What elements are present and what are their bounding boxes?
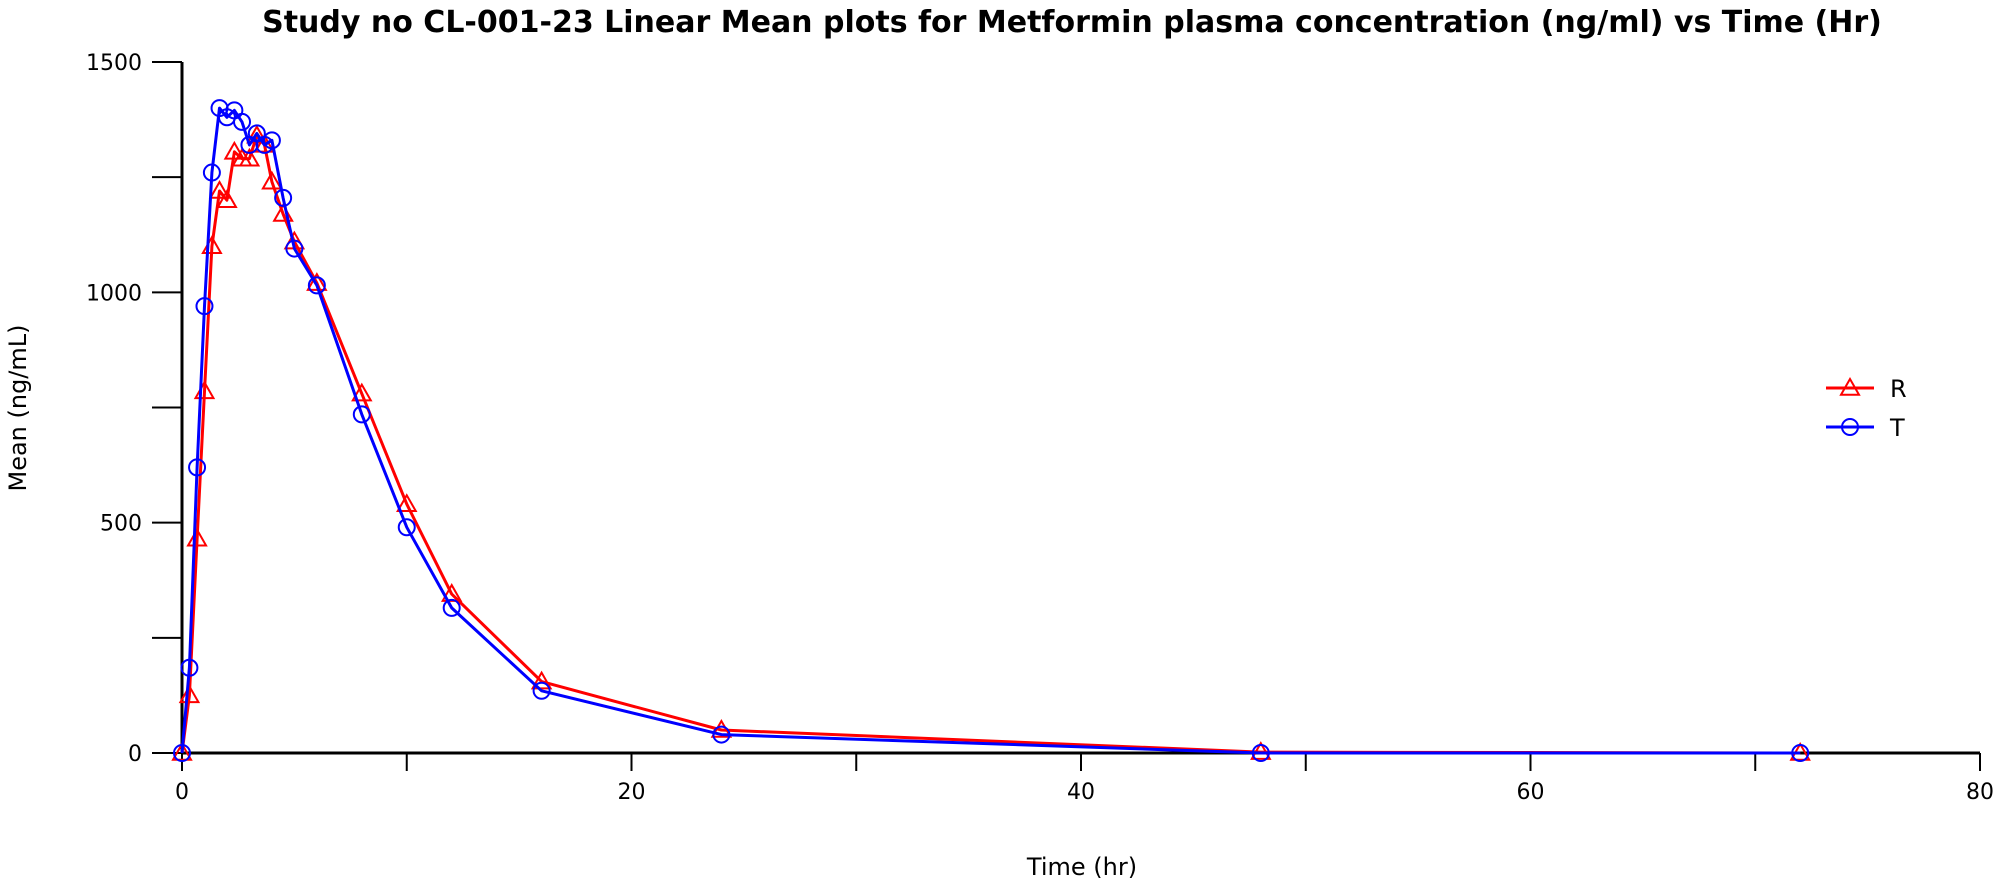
data-point-T — [397, 518, 416, 537]
data-point-T — [285, 239, 304, 258]
x-tick-label: 0 — [175, 780, 189, 805]
data-point-T — [274, 188, 293, 207]
data-point-R — [530, 670, 553, 690]
data-point-T — [532, 681, 551, 700]
chart-title: Study no CL-001-23 Linear Mean plots for… — [262, 5, 1882, 40]
data-point-T — [233, 112, 252, 131]
data-point-R — [171, 741, 193, 761]
series-T — [173, 99, 1810, 762]
legend-label: T — [1889, 414, 1905, 442]
data-point-R — [306, 272, 328, 291]
data-point-T — [1251, 744, 1270, 762]
data-point-R — [208, 179, 231, 199]
data-point-R — [351, 382, 373, 402]
data-point-R — [238, 147, 261, 167]
data-point-R — [178, 684, 201, 704]
axes: 0 20 40 60 80 0 500 1000 1500 — [86, 51, 1994, 805]
y-tick-label: 1500 — [86, 51, 142, 76]
data-point-R — [223, 140, 246, 160]
data-point-T — [173, 744, 191, 762]
data-point-R — [186, 527, 208, 547]
data-point-T — [1791, 744, 1810, 762]
data-point-R — [396, 493, 418, 512]
legend-item-T: T — [1826, 414, 1905, 442]
y-tick-label: 1000 — [86, 281, 142, 306]
data-point-R — [1250, 741, 1272, 760]
data-point-T — [352, 405, 371, 424]
data-point-T — [307, 276, 326, 295]
series-line-T — [180, 106, 1801, 755]
y-tick-label: 500 — [100, 512, 142, 537]
data-point-T — [195, 297, 214, 316]
data-point-T — [188, 458, 207, 477]
data-point-T — [262, 131, 281, 150]
data-point-T — [180, 658, 199, 677]
legend-label: R — [1890, 375, 1907, 403]
legend-marker-triangle — [1839, 376, 1861, 396]
data-point-T — [712, 725, 731, 744]
data-point-R — [216, 189, 238, 208]
x-tick-label: 80 — [1966, 780, 1994, 805]
x-tick-label: 60 — [1517, 780, 1545, 805]
data-point-T — [442, 598, 461, 617]
y-tick-label: 0 — [128, 742, 142, 767]
series-R — [171, 124, 1811, 761]
y-axis-ticks: 0 500 1000 1500 — [86, 51, 182, 767]
x-tick-label: 20 — [618, 780, 646, 805]
series-layer — [171, 99, 1811, 762]
legend-item-R: R — [1826, 375, 1907, 403]
series-line-R — [180, 134, 1801, 755]
y-axis-label: Mean (ng/mL) — [4, 324, 32, 491]
legend: RT — [1826, 375, 1907, 442]
x-tick-label: 40 — [1067, 780, 1095, 805]
x-axis-label: Time (hr) — [1026, 853, 1137, 881]
legend-marker-circle — [1841, 418, 1859, 436]
data-point-R — [261, 170, 283, 190]
x-axis-ticks: 0 20 40 60 80 — [175, 753, 1994, 805]
data-point-T — [202, 163, 221, 182]
